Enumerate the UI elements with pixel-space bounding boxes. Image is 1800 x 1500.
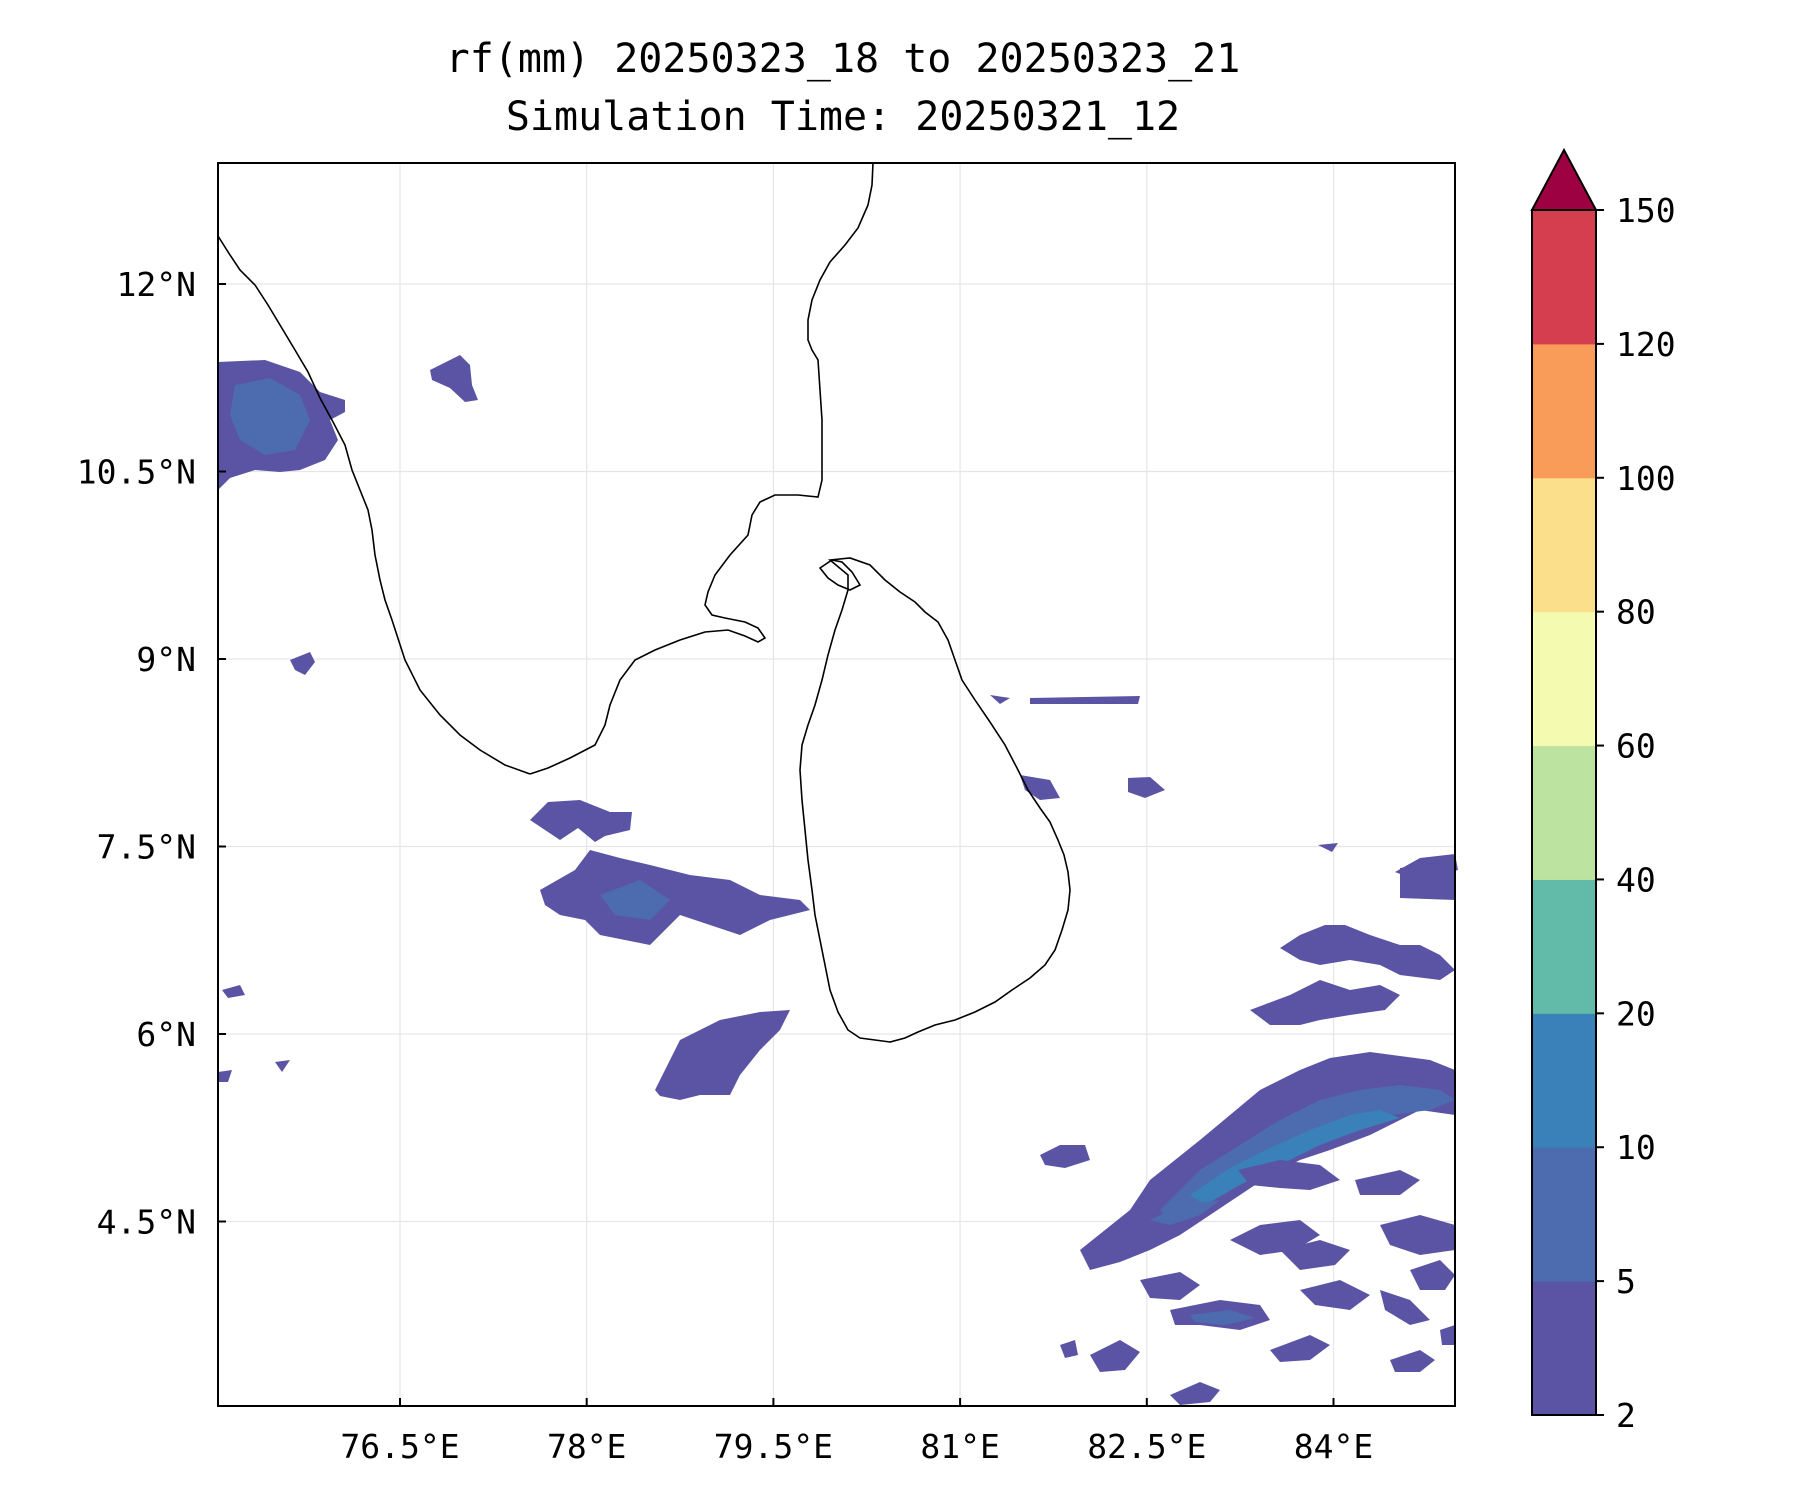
colorbar-segment: [1532, 1281, 1596, 1415]
jaffna-coast: [820, 560, 860, 590]
lat-tick-label: 4.5°N: [97, 1203, 196, 1242]
colorbar-segment: [1532, 746, 1596, 880]
longitude-axis: 76.5°E 78°E 79.5°E 81°E 82.5°E 84°E: [340, 1398, 1373, 1466]
rain-area: [1410, 1260, 1455, 1290]
lat-tick-label: 7.5°N: [97, 828, 196, 867]
colorbar-tick-label: 120: [1616, 325, 1676, 364]
colorbar-segment: [1532, 879, 1596, 1013]
rain-area: [1140, 1272, 1200, 1300]
colorbar-segment: [1532, 344, 1596, 478]
rain-area: [1060, 1340, 1078, 1358]
rain-area: [1390, 1350, 1435, 1372]
rain-area: [1250, 980, 1400, 1025]
colorbar-tick-label: 10: [1616, 1128, 1656, 1167]
rain-area: [1128, 777, 1165, 798]
rainfall-fields: [218, 355, 1458, 1405]
lat-tick-label: 6°N: [136, 1015, 196, 1054]
india-west-coast: [218, 236, 530, 774]
colorbar-segment: [1532, 210, 1596, 344]
rain-area: [222, 985, 245, 998]
lon-tick-label: 79.5°E: [714, 1427, 833, 1466]
rain-area: [530, 800, 632, 842]
sri-lanka-coast: [800, 558, 1070, 1042]
colorbar-tick-label: 2: [1616, 1396, 1636, 1435]
rain-area: [990, 695, 1010, 704]
rain-area: [1380, 1290, 1430, 1325]
rain-area: [1355, 1170, 1420, 1195]
rain-area: [1300, 1280, 1370, 1310]
lon-tick-label: 76.5°E: [340, 1427, 459, 1466]
colorbar-segment: [1532, 478, 1596, 612]
lon-tick-label: 78°E: [547, 1427, 626, 1466]
rain-area: [1440, 1325, 1455, 1345]
latitude-axis: 12°N 10.5°N 9°N 7.5°N 6°N 4.5°N: [77, 265, 226, 1242]
rain-area: [275, 1060, 290, 1072]
colorbar-tick-label: 80: [1616, 593, 1656, 632]
rain-area: [1318, 843, 1338, 852]
lon-tick-label: 84°E: [1294, 1427, 1373, 1466]
rain-area: [1170, 1382, 1220, 1405]
colorbar-tick-label: 5: [1616, 1262, 1636, 1301]
colorbar-tick-label: 20: [1616, 994, 1656, 1033]
gridlines: [218, 163, 1455, 1406]
rain-area: [540, 850, 810, 945]
lat-tick-label: 9°N: [136, 640, 196, 679]
colorbar-tick-label: 100: [1616, 459, 1676, 498]
plot-frame: [218, 163, 1455, 1406]
colorbar-tick-label: 40: [1616, 860, 1656, 899]
rain-area: [1270, 1335, 1330, 1362]
rain-area: [1040, 1145, 1090, 1168]
colorbar-segment: [1532, 1013, 1596, 1147]
lon-tick-label: 81°E: [920, 1427, 999, 1466]
rain-area: [655, 1010, 790, 1100]
lon-tick-label: 82.5°E: [1087, 1427, 1206, 1466]
colorbar: 2 5 10 20 40 60 80 100 120 150: [1532, 150, 1676, 1435]
colorbar-segment: [1532, 1147, 1596, 1281]
colorbar-tick-label: 150: [1616, 191, 1676, 230]
rain-area: [290, 652, 315, 675]
rain-area: [1090, 1340, 1140, 1372]
rain-area: [1030, 696, 1140, 704]
rain-area: [430, 355, 478, 402]
colorbar-tick-label: 60: [1616, 727, 1656, 766]
rain-area: [1280, 925, 1455, 980]
lat-tick-label: 10.5°N: [77, 453, 196, 492]
colorbar-extend-arrow: [1532, 150, 1596, 210]
rain-area: [218, 1070, 232, 1082]
colorbar-segment: [1532, 612, 1596, 746]
lat-tick-label: 12°N: [117, 265, 196, 304]
